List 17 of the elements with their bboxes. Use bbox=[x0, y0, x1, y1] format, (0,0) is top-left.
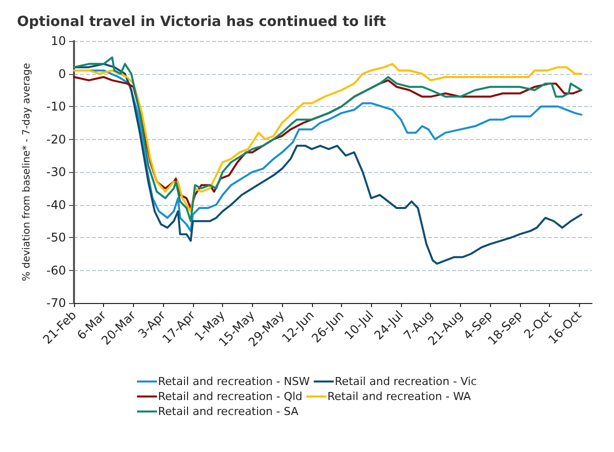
y-tick-label: -30 bbox=[46, 165, 66, 179]
y-tick-label: 10 bbox=[50, 34, 66, 48]
legend-label: Retail and recreation - SA bbox=[158, 405, 299, 418]
legend-label: Retail and recreation - NSW bbox=[158, 375, 310, 388]
y-tick-label: -20 bbox=[46, 132, 66, 146]
legend-label: Retail and recreation - WA bbox=[327, 390, 472, 403]
y-axis-title: % deviation from baseline* - 7-day average bbox=[22, 62, 32, 282]
y-tick-label: -40 bbox=[46, 198, 66, 212]
y-tick-label: -10 bbox=[46, 100, 66, 114]
legend-label: Retail and recreation - Qld bbox=[158, 390, 302, 403]
line-series bbox=[73, 62, 582, 265]
y-tick-label: 0 bbox=[58, 66, 66, 81]
y-tick-label: -50 bbox=[46, 230, 66, 244]
legend-label: Retail and recreation - Vic bbox=[334, 375, 477, 388]
y-tick-label: -70 bbox=[46, 296, 66, 310]
chart-title: Optional travel in Victoria has continued to lift bbox=[17, 14, 386, 30]
y-tick-label: -60 bbox=[46, 263, 66, 278]
